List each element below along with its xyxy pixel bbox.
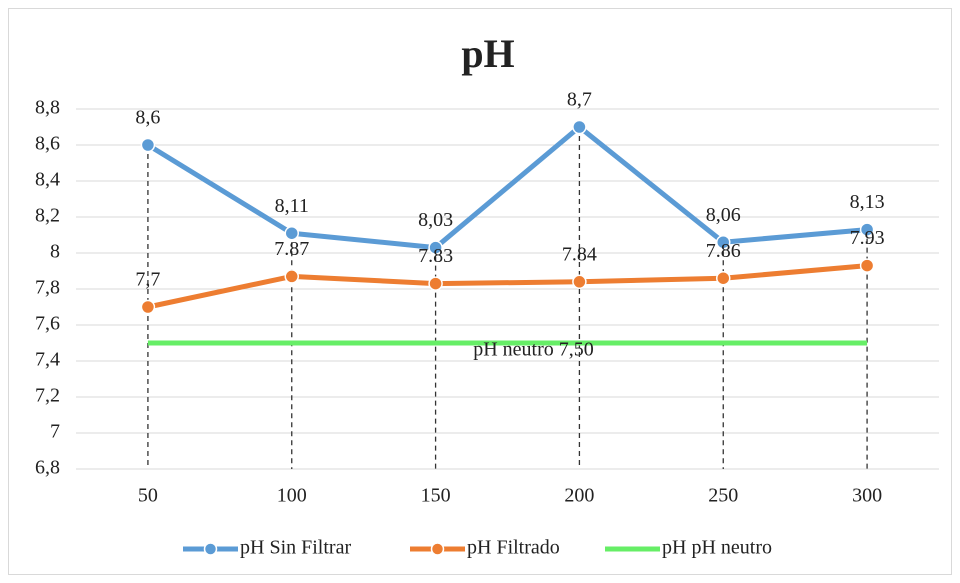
y-tick-label: 7 <box>50 421 60 443</box>
y-tick-label: 7,4 <box>35 349 60 371</box>
legend-label: pH pH neutro <box>662 537 772 559</box>
data-label: 8,06 <box>706 204 741 226</box>
x-tick-label: 200 <box>564 485 594 507</box>
data-label: 8,6 <box>135 107 160 129</box>
data-label: 7.84 <box>562 243 597 265</box>
x-tick-label: 300 <box>852 485 882 507</box>
y-tick-label: 6,8 <box>35 457 60 479</box>
y-tick-label: 8,8 <box>35 97 60 119</box>
y-tick-label: 7,2 <box>35 385 60 407</box>
data-label: 7.93 <box>850 227 885 249</box>
data-label: 8,7 <box>567 89 592 111</box>
point <box>859 222 875 237</box>
point <box>716 234 731 250</box>
legend-marker <box>203 542 218 556</box>
data-label: 7.87 <box>274 238 309 260</box>
y-tick-label: 8 <box>50 241 60 263</box>
x-tick-label: 150 <box>421 485 451 507</box>
legend-label: pH Filtrado <box>467 537 560 559</box>
data-label: 8,11 <box>275 195 309 217</box>
y-tick-label: 7,8 <box>35 277 60 299</box>
legend-marker <box>430 542 445 556</box>
point <box>140 299 156 315</box>
data-label: 7.86 <box>706 240 741 262</box>
point <box>428 240 443 255</box>
legend-label: pH Sin Filtrar <box>240 537 351 559</box>
series-line <box>147 263 868 310</box>
series-line <box>146 124 868 251</box>
y-tick-label: 8,6 <box>35 133 60 155</box>
point <box>284 269 299 284</box>
chart-frame <box>8 8 952 575</box>
point <box>140 137 156 153</box>
point <box>716 270 731 286</box>
data-label: 8,13 <box>850 191 885 213</box>
point <box>284 225 299 241</box>
y-tick-label: 8,4 <box>35 169 60 191</box>
data-label: 8,03 <box>418 209 453 231</box>
data-label: 7,7 <box>135 269 160 291</box>
x-tick-label: 50 <box>138 485 158 507</box>
point <box>572 274 587 290</box>
y-tick-label: 7,6 <box>35 313 60 335</box>
annotation: pH neutro 7,50 <box>473 339 594 361</box>
y-tick-label: 8,2 <box>35 205 60 227</box>
point <box>428 276 443 291</box>
point <box>572 119 587 135</box>
chart-title: pH <box>461 31 514 76</box>
x-tick-label: 250 <box>708 485 738 507</box>
x-tick-label: 100 <box>277 485 307 507</box>
data-label: 7.83 <box>418 245 453 267</box>
point <box>859 258 875 273</box>
